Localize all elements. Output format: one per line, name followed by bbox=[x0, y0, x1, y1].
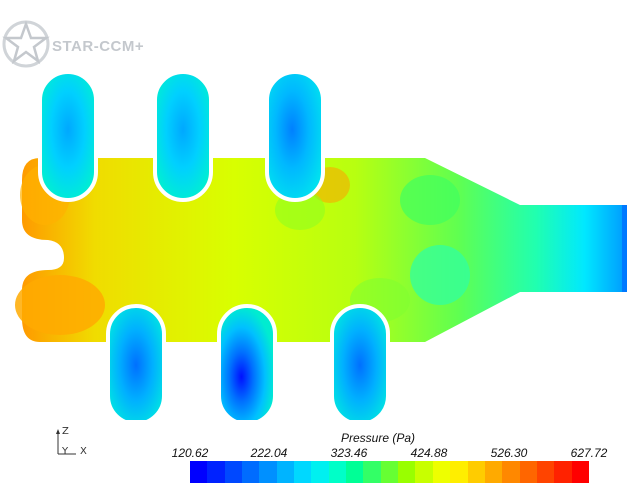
legend-title: Pressure (Pa) bbox=[340, 431, 416, 445]
colorbar-segment bbox=[536, 461, 555, 483]
inlet-bottom-1 bbox=[106, 304, 166, 420]
axis-y-label: Y bbox=[62, 446, 69, 457]
logo-text: STAR-CCM+ bbox=[52, 38, 145, 55]
inlet-top-1 bbox=[38, 70, 98, 202]
star-ccm-logo bbox=[0, 10, 180, 74]
colorbar-segment bbox=[207, 461, 225, 483]
colorbar-segment bbox=[519, 461, 537, 483]
colorbar-segment bbox=[554, 461, 572, 483]
inlet-top-2 bbox=[153, 70, 213, 202]
colorbar-segment bbox=[346, 461, 364, 483]
colorbar-segment bbox=[432, 461, 451, 483]
colorbar-segment bbox=[363, 461, 381, 483]
colorbar-segment bbox=[467, 461, 485, 483]
colorbar-segment bbox=[450, 461, 468, 483]
colorbar-segment bbox=[294, 461, 312, 483]
colorbar-segment bbox=[415, 461, 433, 483]
axis-triad-icon bbox=[56, 429, 76, 455]
colorbar-segment bbox=[276, 461, 295, 483]
colorbar-segment bbox=[190, 461, 208, 483]
colorbar-segment bbox=[380, 461, 399, 483]
pressure-contour-viewport[interactable] bbox=[0, 0, 642, 420]
legend-ticks: 120.62 222.04 323.46 424.88 526.30 627.7… bbox=[165, 446, 619, 462]
legend-tick-0: 120.62 bbox=[171, 446, 209, 460]
colorbar-segment bbox=[484, 461, 503, 483]
star-logo-icon bbox=[2, 20, 50, 68]
axis-z-label: Z bbox=[62, 426, 69, 437]
inlet-bottom-2 bbox=[217, 304, 277, 420]
colorbar-segment bbox=[398, 461, 416, 483]
legend-tick-3: 424.88 bbox=[410, 446, 448, 460]
colorbar-segment bbox=[224, 461, 243, 483]
legend-tick-5: 627.72 bbox=[570, 446, 608, 460]
axis-x-label: X bbox=[80, 446, 87, 457]
colorbar-segment bbox=[571, 461, 589, 483]
legend-tick-4: 526.30 bbox=[490, 446, 528, 460]
axis-triad: Z Y X bbox=[42, 424, 102, 464]
legend-tick-1: 222.04 bbox=[250, 446, 288, 460]
colorbar-segment bbox=[311, 461, 329, 483]
colorbar-segment bbox=[259, 461, 277, 483]
colorbar-segment bbox=[328, 461, 347, 483]
legend-tick-2: 323.46 bbox=[330, 446, 368, 460]
colorbar-segment bbox=[502, 461, 520, 483]
inlet-bottom-3 bbox=[330, 304, 390, 420]
inlet-top-3 bbox=[265, 70, 325, 202]
colorbar-segment bbox=[242, 461, 260, 483]
flow-domain bbox=[22, 158, 627, 342]
pressure-colorbar bbox=[190, 461, 589, 483]
